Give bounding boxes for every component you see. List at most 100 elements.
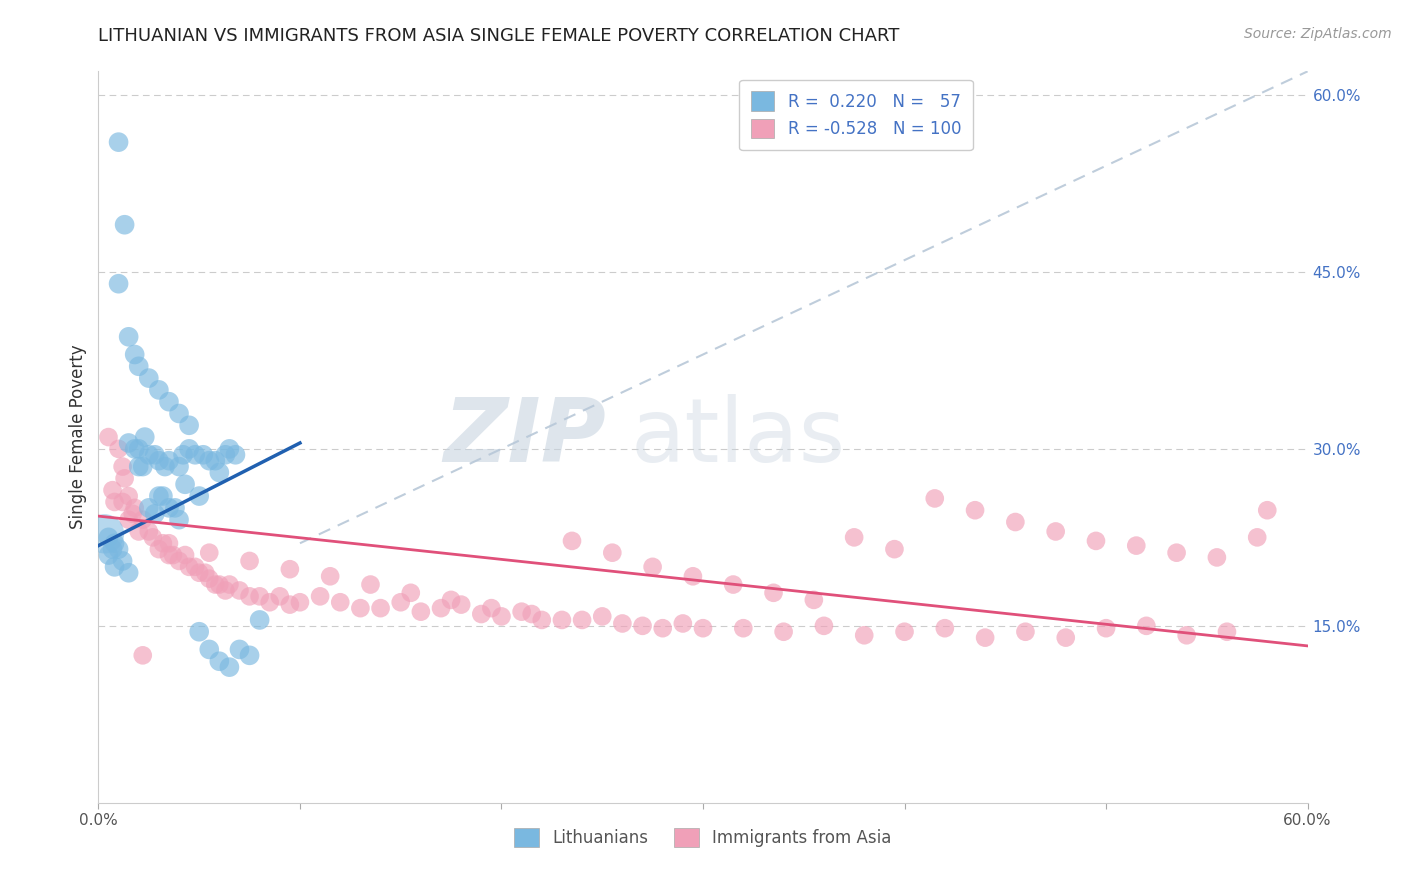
Immigrants from Asia [228,583,250,598]
Immigrants from Asia [152,536,174,550]
Immigrants from Asia [121,507,143,521]
Immigrants from Asia [440,593,463,607]
Immigrants from Asia [551,613,574,627]
Immigrants from Asia [103,495,125,509]
Immigrants from Asia [157,536,180,550]
Immigrants from Asia [1256,503,1278,517]
Immigrants from Asia [571,613,593,627]
Immigrants from Asia [934,621,956,635]
Lithuanians [103,559,125,574]
Lithuanians [138,448,160,462]
Immigrants from Asia [591,609,613,624]
Immigrants from Asia [162,548,184,562]
Immigrants from Asia [1216,624,1239,639]
Immigrants from Asia [214,583,236,598]
Immigrants from Asia [218,577,240,591]
Lithuanians [214,448,236,462]
Immigrants from Asia [510,605,533,619]
Immigrants from Asia [179,559,201,574]
Lithuanians [157,394,180,409]
Lithuanians [193,448,215,462]
Immigrants from Asia [1045,524,1067,539]
Lithuanians [124,442,146,456]
Lithuanians [208,654,231,668]
Lithuanians [118,436,141,450]
Lithuanians [239,648,262,663]
Point [93,526,115,541]
Immigrants from Asia [723,577,745,591]
Lithuanians [103,536,125,550]
Immigrants from Asia [409,605,432,619]
Lithuanians [208,466,231,480]
Immigrants from Asia [602,546,624,560]
Lithuanians [179,442,201,456]
Immigrants from Asia [249,590,271,604]
Immigrants from Asia [762,586,785,600]
Immigrants from Asia [430,601,453,615]
Lithuanians [179,418,201,433]
Immigrants from Asia [965,503,987,517]
Lithuanians [138,500,160,515]
Lithuanians [167,513,190,527]
Lithuanians [188,624,211,639]
Immigrants from Asia [239,590,262,604]
Lithuanians [198,642,221,657]
Immigrants from Asia [138,524,160,539]
Lithuanians [107,542,129,557]
Immigrants from Asia [349,601,371,615]
Immigrants from Asia [844,530,866,544]
Immigrants from Asia [399,586,422,600]
Text: ZIP: ZIP [443,393,606,481]
Immigrants from Asia [259,595,281,609]
Immigrants from Asia [651,621,673,635]
Lithuanians [174,477,197,491]
Lithuanians [111,554,134,568]
Lithuanians [148,489,170,503]
Immigrants from Asia [530,613,553,627]
Lithuanians [184,448,207,462]
Immigrants from Asia [772,624,794,639]
Immigrants from Asia [239,554,262,568]
Lithuanians [188,489,211,503]
Immigrants from Asia [167,554,190,568]
Immigrants from Asia [107,442,129,456]
Lithuanians [163,500,186,515]
Lithuanians [143,507,166,521]
Immigrants from Asia [1014,624,1036,639]
Immigrants from Asia [1135,619,1157,633]
Immigrants from Asia [1125,539,1147,553]
Immigrants from Asia [118,513,141,527]
Text: Source: ZipAtlas.com: Source: ZipAtlas.com [1244,27,1392,41]
Lithuanians [249,613,271,627]
Lithuanians [143,448,166,462]
Immigrants from Asia [481,601,503,615]
Immigrants from Asia [883,542,905,557]
Immigrants from Asia [269,590,291,604]
Immigrants from Asia [520,607,543,621]
Immigrants from Asia [360,577,382,591]
Immigrants from Asia [132,648,155,663]
Lithuanians [118,566,141,580]
Immigrants from Asia [682,569,704,583]
Lithuanians [198,453,221,467]
Immigrants from Asia [157,548,180,562]
Immigrants from Asia [803,593,825,607]
Immigrants from Asia [1085,533,1108,548]
Immigrants from Asia [1175,628,1198,642]
Immigrants from Asia [174,548,197,562]
Lithuanians [124,347,146,361]
Immigrants from Asia [893,624,915,639]
Lithuanians [128,442,150,456]
Immigrants from Asia [641,559,664,574]
Immigrants from Asia [329,595,352,609]
Legend: Lithuanians, Immigrants from Asia: Lithuanians, Immigrants from Asia [501,814,905,860]
Immigrants from Asia [813,619,835,633]
Lithuanians [148,383,170,397]
Lithuanians [101,542,124,557]
Immigrants from Asia [612,616,634,631]
Immigrants from Asia [1095,621,1118,635]
Immigrants from Asia [631,619,654,633]
Immigrants from Asia [450,598,472,612]
Lithuanians [107,277,129,291]
Lithuanians [157,500,180,515]
